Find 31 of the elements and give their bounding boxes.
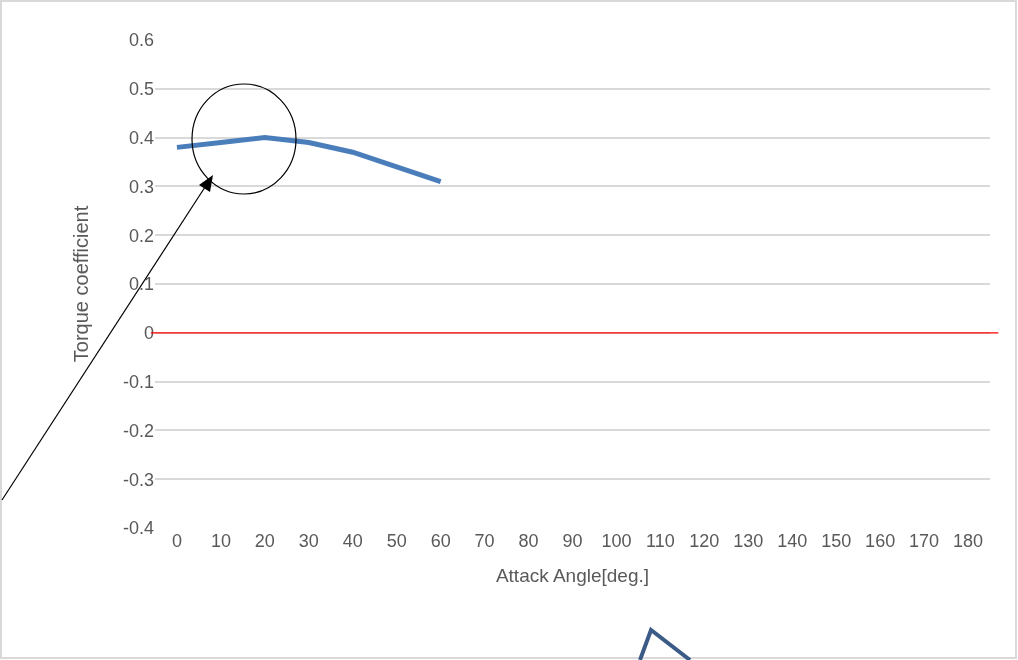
x-tick-label: 70: [474, 531, 495, 551]
x-tick-label: 60: [430, 531, 451, 551]
x-tick-label: 0: [171, 531, 182, 551]
x-tick-label: 40: [342, 531, 363, 551]
x-tick-label: 160: [865, 531, 896, 551]
x-tick-label: 180: [953, 531, 984, 551]
x-tick-label: 100: [601, 531, 632, 551]
x-tick-label: 50: [386, 531, 407, 551]
y-tick-label: -0.3: [122, 469, 154, 490]
y-tick-label: 0.5: [128, 79, 154, 100]
x-tick-label: 150: [821, 531, 852, 551]
y-tick-label: 0.2: [128, 225, 154, 246]
x-tick-label: 140: [777, 531, 808, 551]
y-tick-label: 0.4: [128, 127, 154, 148]
x-tick-label: 10: [210, 531, 231, 551]
x-tick-label: 30: [298, 531, 319, 551]
y-tick-label: -0.4: [122, 518, 154, 539]
x-tick-label: 80: [518, 531, 539, 551]
x-tick-label: 110: [646, 531, 675, 551]
x-tick-label: 90: [562, 531, 583, 551]
x-tick-label: 20: [254, 531, 275, 551]
y-tick-label: -0.1: [122, 371, 154, 392]
x-tick-label: 120: [689, 531, 720, 551]
x-axis-title: Attack Angle[deg.]: [495, 564, 650, 586]
y-tick-label: 0: [143, 323, 154, 344]
y-tick-label: -0.2: [122, 420, 154, 441]
y-tick-label: 0.3: [128, 176, 154, 197]
x-tick-label: 170: [909, 531, 940, 551]
x-tick-label: 130: [733, 531, 764, 551]
y-axis-title: Torque coefficient: [70, 205, 93, 363]
y-tick-label: 0.6: [128, 30, 154, 51]
